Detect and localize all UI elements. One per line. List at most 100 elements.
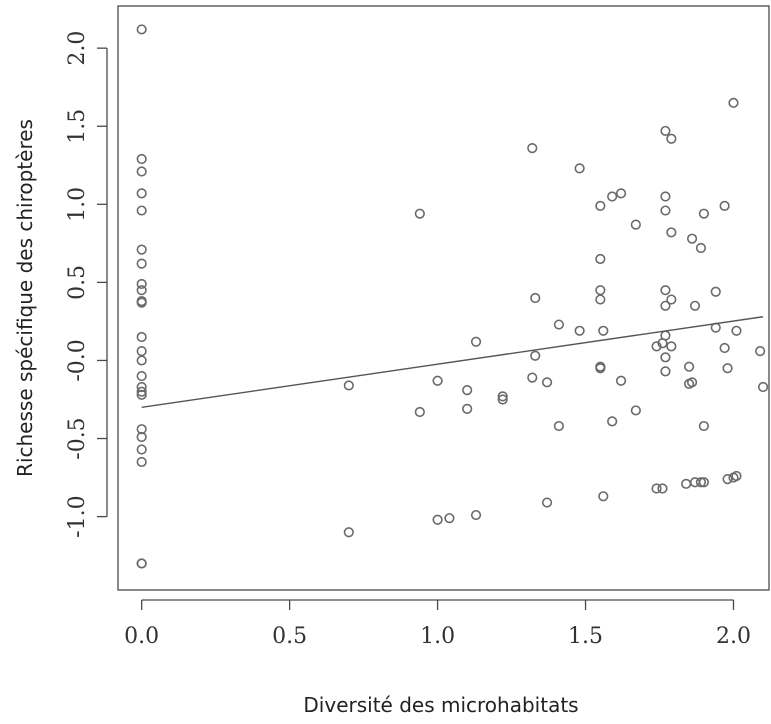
axes: 0.0 0.5 1.0 1.5 2.0 -1.0 -0.5 -0.0 0.5 1.0 1.5 2.0 [65, 31, 751, 649]
data-point [497, 391, 508, 402]
data-point [722, 363, 733, 374]
data-point [615, 375, 627, 386]
data-point [660, 191, 671, 202]
data-point [136, 297, 147, 308]
data-point [470, 509, 482, 521]
data-point [630, 219, 641, 230]
data-point [598, 325, 609, 336]
data-point [666, 227, 677, 238]
data-point [595, 200, 606, 211]
data-point [651, 483, 662, 494]
y-tick-label: 0.5 [65, 265, 90, 300]
data-point [686, 377, 698, 388]
data-point [553, 420, 565, 432]
data-point [595, 285, 606, 296]
data-point [666, 133, 677, 144]
data-point [136, 558, 147, 569]
data-point [686, 233, 698, 244]
data-point [136, 153, 147, 165]
data-point [462, 403, 473, 414]
data-point [595, 363, 606, 374]
data-point [136, 188, 147, 199]
data-point [541, 377, 553, 388]
data-point [470, 336, 482, 347]
regression-line [141, 316, 764, 408]
data-point [757, 381, 769, 393]
data-point [136, 285, 147, 296]
data-point [728, 97, 739, 108]
data-point [666, 341, 677, 352]
data-point [607, 416, 618, 427]
x-tick-label: 2.0 [716, 624, 751, 649]
data-point [136, 258, 147, 269]
data-point [598, 491, 609, 502]
data-point [432, 375, 443, 386]
data-point [719, 342, 730, 354]
data-point [698, 420, 710, 432]
data-point [136, 331, 147, 343]
data-point [684, 361, 695, 372]
data-point [660, 330, 671, 341]
data-point [136, 244, 147, 255]
data-point [136, 278, 147, 290]
data-point [719, 200, 730, 211]
data-point [660, 205, 671, 216]
data-point [660, 125, 671, 137]
y-tick-label: 2.0 [65, 31, 90, 66]
data-point [666, 294, 677, 305]
data-point [541, 497, 553, 508]
data-point [343, 527, 354, 538]
data-point [660, 366, 671, 377]
data-point [660, 300, 671, 311]
data-point [136, 355, 147, 366]
data-point [462, 385, 473, 396]
x-tick-label: 1.0 [420, 624, 455, 649]
data-point [432, 514, 443, 525]
y-tick-label: 1.5 [65, 109, 90, 144]
data-point [698, 208, 710, 219]
data-point [530, 292, 541, 304]
data-point [136, 431, 147, 443]
data-point [595, 253, 606, 265]
y-tick-label: -0.5 [65, 417, 90, 459]
data-point [343, 380, 354, 391]
data-point [136, 24, 147, 35]
data-point [731, 325, 742, 336]
data-point [574, 163, 585, 174]
data-point [698, 477, 710, 488]
data-point [595, 294, 606, 305]
data-point [607, 191, 618, 202]
data-point [755, 345, 766, 357]
data-point [444, 513, 455, 524]
data-point [527, 372, 538, 383]
data-point [651, 341, 662, 352]
x-tick-label: 1.5 [568, 624, 603, 649]
data-point [553, 319, 565, 330]
data-point [136, 444, 147, 455]
plot-frame [117, 5, 770, 591]
x-tick-label: 0.0 [124, 624, 159, 649]
y-tick-label: -1.0 [65, 495, 90, 537]
data-point [695, 242, 707, 254]
data-point [136, 456, 147, 468]
data-point [136, 166, 147, 177]
data-point [681, 478, 692, 489]
data-point [689, 300, 701, 311]
y-tick-label: 1.0 [65, 187, 90, 222]
data-point [136, 345, 147, 357]
data-point [136, 389, 147, 400]
data-point [660, 352, 671, 363]
data-point [136, 386, 147, 397]
data-point [660, 285, 671, 296]
data-point [657, 483, 668, 494]
data-point [497, 394, 508, 405]
data-point [722, 474, 733, 485]
x-tick-label: 0.5 [272, 624, 307, 649]
data-point [731, 470, 742, 482]
data-point [695, 477, 707, 488]
data-point [574, 325, 585, 336]
y-axis-title: Richesse spécifique des chiroptères [13, 119, 37, 477]
x-axis-title: Diversité des microhabitats [303, 693, 578, 717]
data-point [136, 205, 147, 216]
